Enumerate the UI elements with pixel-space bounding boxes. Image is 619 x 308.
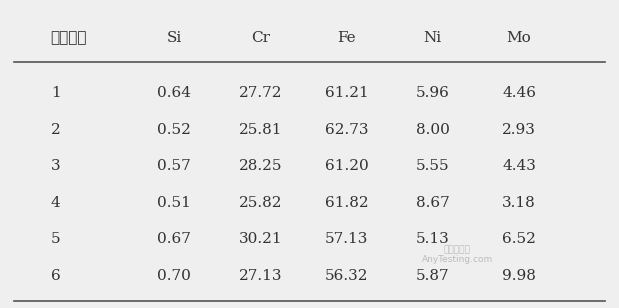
Text: 56.32: 56.32: [325, 269, 368, 283]
Text: 0.51: 0.51: [157, 196, 191, 210]
Text: 61.21: 61.21: [324, 86, 368, 100]
Text: 5.55: 5.55: [416, 159, 449, 173]
Text: Mo: Mo: [506, 31, 531, 45]
Text: 27.13: 27.13: [238, 269, 282, 283]
Text: 5.96: 5.96: [416, 86, 449, 100]
Text: 62.73: 62.73: [325, 123, 368, 136]
Text: 2.93: 2.93: [502, 123, 536, 136]
Text: 25.81: 25.81: [238, 123, 282, 136]
Text: 6.52: 6.52: [502, 233, 536, 246]
Text: 8.67: 8.67: [416, 196, 449, 210]
Text: 5: 5: [51, 233, 60, 246]
Text: Si: Si: [167, 31, 181, 45]
Text: 5.13: 5.13: [416, 233, 449, 246]
Text: Cr: Cr: [251, 31, 270, 45]
Text: 4.43: 4.43: [502, 159, 536, 173]
Text: 61.20: 61.20: [324, 159, 368, 173]
Text: 3: 3: [51, 159, 60, 173]
Text: 27.72: 27.72: [238, 86, 282, 100]
Text: Fe: Fe: [337, 31, 356, 45]
Text: 1: 1: [51, 86, 61, 100]
Text: 4: 4: [51, 196, 61, 210]
Text: 6: 6: [51, 269, 61, 283]
Text: Ni: Ni: [423, 31, 442, 45]
Text: 4.46: 4.46: [502, 86, 536, 100]
Text: 0.52: 0.52: [157, 123, 191, 136]
Text: 8.00: 8.00: [416, 123, 449, 136]
Text: 28.25: 28.25: [238, 159, 282, 173]
Text: 2: 2: [51, 123, 61, 136]
Text: 30.21: 30.21: [238, 233, 282, 246]
Text: 5.87: 5.87: [416, 269, 449, 283]
Text: 57.13: 57.13: [325, 233, 368, 246]
Text: 0.64: 0.64: [157, 86, 191, 100]
Text: 25.82: 25.82: [238, 196, 282, 210]
Text: 嘉峪检测网
AnyTesting.com: 嘉峪检测网 AnyTesting.com: [422, 245, 493, 265]
Text: 位置编号: 位置编号: [51, 31, 87, 45]
Text: 0.70: 0.70: [157, 269, 191, 283]
Text: 9.98: 9.98: [502, 269, 536, 283]
Text: 0.67: 0.67: [157, 233, 191, 246]
Text: 0.57: 0.57: [157, 159, 191, 173]
Text: 3.18: 3.18: [502, 196, 536, 210]
Text: 61.82: 61.82: [324, 196, 368, 210]
